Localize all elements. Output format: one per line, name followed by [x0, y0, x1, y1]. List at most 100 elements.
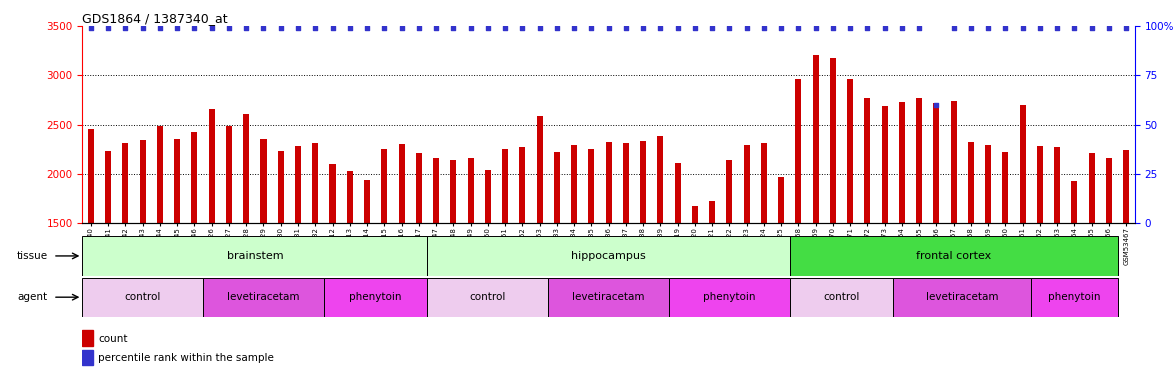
- Point: [409, 25, 428, 31]
- Bar: [156, 126, 163, 223]
- Bar: [1031, 278, 1117, 317]
- Bar: [243, 114, 249, 223]
- Point: [358, 25, 376, 31]
- Bar: [427, 278, 548, 317]
- Bar: [82, 330, 93, 346]
- Bar: [88, 129, 94, 223]
- Bar: [548, 278, 669, 317]
- Point: [547, 25, 566, 31]
- Point: [272, 25, 290, 31]
- Bar: [520, 147, 526, 223]
- Bar: [82, 236, 427, 276]
- Point: [996, 25, 1015, 31]
- Point: [479, 25, 497, 31]
- Bar: [416, 153, 422, 223]
- Point: [737, 25, 756, 31]
- Text: phenytoin: phenytoin: [703, 292, 756, 302]
- Bar: [691, 206, 697, 223]
- Text: percentile rank within the sample: percentile rank within the sample: [98, 352, 274, 363]
- Bar: [122, 143, 128, 223]
- Bar: [82, 278, 203, 317]
- Bar: [813, 55, 818, 223]
- Point: [686, 25, 704, 31]
- Text: count: count: [98, 334, 128, 344]
- Point: [288, 25, 307, 31]
- Point: [1065, 25, 1084, 31]
- Point: [1117, 25, 1136, 31]
- Text: frontal cortex: frontal cortex: [916, 251, 991, 261]
- Bar: [916, 98, 922, 223]
- Bar: [226, 126, 232, 223]
- Bar: [675, 163, 681, 223]
- Bar: [657, 135, 663, 223]
- Bar: [450, 160, 456, 223]
- Bar: [365, 180, 370, 223]
- Point: [1048, 25, 1067, 31]
- Text: levetiracetam: levetiracetam: [227, 292, 300, 302]
- Bar: [795, 80, 801, 223]
- Point: [151, 25, 169, 31]
- Point: [530, 25, 549, 31]
- Bar: [727, 160, 733, 223]
- Point: [703, 25, 722, 31]
- Point: [771, 25, 790, 31]
- Point: [616, 25, 635, 31]
- Point: [582, 25, 601, 31]
- Point: [116, 25, 135, 31]
- Point: [823, 25, 842, 31]
- Point: [236, 25, 255, 31]
- Bar: [105, 151, 112, 223]
- Point: [652, 25, 670, 31]
- Text: brainstem: brainstem: [227, 251, 283, 261]
- Point: [340, 25, 359, 31]
- Text: tissue: tissue: [16, 251, 48, 261]
- Bar: [536, 116, 542, 223]
- Bar: [743, 146, 749, 223]
- Point: [461, 25, 480, 31]
- Point: [1100, 25, 1118, 31]
- Bar: [278, 151, 283, 223]
- Point: [323, 25, 342, 31]
- Point: [875, 25, 894, 31]
- Point: [668, 25, 687, 31]
- Bar: [427, 236, 790, 276]
- Point: [81, 25, 100, 31]
- Bar: [1020, 105, 1025, 223]
- Point: [1014, 25, 1033, 31]
- Point: [513, 25, 532, 31]
- Point: [789, 25, 808, 31]
- Bar: [790, 278, 894, 317]
- Bar: [433, 158, 439, 223]
- Bar: [399, 144, 405, 223]
- Bar: [203, 278, 323, 317]
- Bar: [140, 141, 146, 223]
- Bar: [1105, 158, 1112, 223]
- Bar: [208, 109, 215, 223]
- Bar: [606, 142, 612, 223]
- Bar: [381, 149, 387, 223]
- Bar: [82, 350, 93, 365]
- Text: control: control: [823, 292, 860, 302]
- Bar: [640, 141, 646, 223]
- Bar: [502, 149, 508, 223]
- Point: [133, 25, 152, 31]
- Bar: [790, 236, 1117, 276]
- Point: [306, 25, 325, 31]
- Point: [254, 25, 273, 31]
- Bar: [554, 152, 560, 223]
- Bar: [894, 278, 1031, 317]
- Point: [495, 25, 514, 31]
- Bar: [882, 106, 888, 223]
- Point: [427, 25, 446, 31]
- Text: phenytoin: phenytoin: [349, 292, 402, 302]
- Bar: [1123, 150, 1129, 223]
- Bar: [623, 143, 629, 223]
- Bar: [761, 143, 767, 223]
- Bar: [329, 164, 335, 223]
- Bar: [830, 58, 836, 223]
- Bar: [847, 80, 853, 223]
- Bar: [572, 146, 577, 223]
- Bar: [192, 132, 198, 223]
- Point: [944, 25, 963, 31]
- Point: [202, 25, 221, 31]
